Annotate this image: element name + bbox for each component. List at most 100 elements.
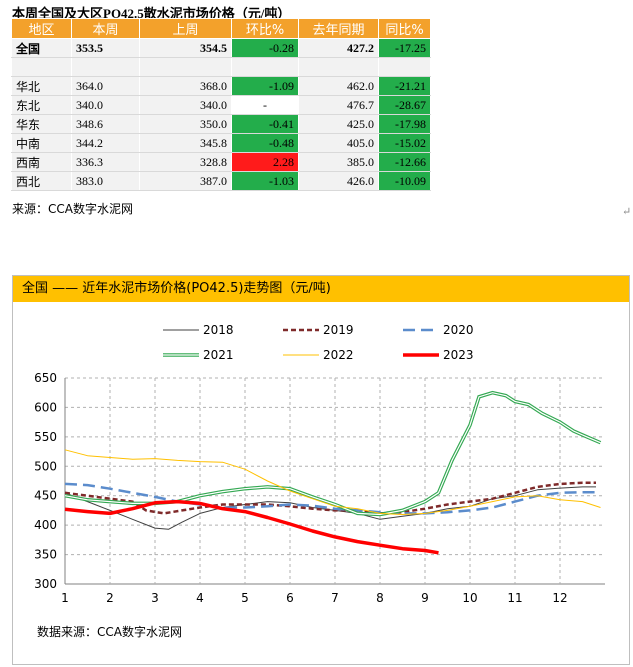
y-tick-label: 400 (34, 518, 57, 532)
cell-last-year: 385.0 (298, 152, 379, 172)
x-tick-label: 1 (61, 591, 69, 605)
table-row: 东北 340.0 340.0 - 476.7 -28.67 (11, 95, 431, 115)
cell-yoy: -10.09 (378, 171, 431, 191)
legend-label: 2019 (323, 323, 354, 337)
legend-label: 2023 (443, 348, 474, 362)
x-tick-label: 5 (241, 591, 249, 605)
price-table: 地区 本周 上周 环比% 去年同期 同比% 全国 353.5 354.5 -0.… (11, 18, 431, 191)
cell-yoy: -15.02 (378, 133, 431, 153)
series-line-2020 (64, 482, 596, 515)
col-header-last-year: 去年同期 (298, 18, 379, 39)
cell-last-year: 427.2 (298, 38, 379, 58)
cell-yoy: -17.98 (378, 114, 431, 134)
cell-this-week: 364.0 (71, 76, 140, 96)
cell-region: 中南 (11, 133, 72, 153)
cell-yoy: -28.67 (378, 95, 431, 115)
col-header-last-week: 上周 (139, 18, 232, 39)
cell-last-year: 462.0 (298, 76, 379, 96)
table-row-national: 全国 353.5 354.5 -0.28 427.2 -17.25 (11, 38, 431, 58)
cell-wow: - (231, 95, 299, 115)
col-header-yoy: 同比% (378, 18, 431, 39)
cell-last-week: 368.0 (139, 76, 232, 96)
x-tick-label: 3 (151, 591, 159, 605)
cell-region: 西北 (11, 171, 72, 191)
cell-last-week: 354.5 (139, 38, 232, 58)
x-tick-label: 7 (331, 591, 339, 605)
cell-wow: -1.03 (231, 171, 299, 191)
cell-yoy: -17.25 (378, 38, 431, 58)
cell-last-week: 387.0 (139, 171, 232, 191)
y-tick-label: 300 (34, 577, 57, 591)
cell-this-week: 353.5 (71, 38, 140, 58)
y-tick-label: 450 (34, 489, 57, 503)
series-line-2019 (64, 481, 596, 515)
y-tick-label: 650 (34, 371, 57, 385)
x-tick-label: 10 (462, 591, 477, 605)
y-tick-label: 550 (34, 430, 57, 444)
y-tick-label: 350 (34, 548, 57, 562)
col-header-region: 地区 (11, 18, 72, 39)
legend-label: 2022 (323, 348, 354, 362)
cell-region: 华东 (11, 114, 72, 134)
table-source: 来源：CCA数字水泥网 (12, 202, 133, 216)
table-row: 西北 383.0 387.0 -1.03 426.0 -10.09 (11, 171, 431, 191)
y-tick-label: 600 (34, 400, 57, 414)
cell-region: 东北 (11, 95, 72, 115)
table-row: 中南 344.2 345.8 -0.48 405.0 -15.02 (11, 133, 431, 153)
cell-this-week: 344.2 (71, 133, 140, 153)
y-tick-label: 500 (34, 459, 57, 473)
x-tick-label: 4 (196, 591, 204, 605)
cell-region: 西南 (11, 152, 72, 172)
cell-last-year: 425.0 (298, 114, 379, 134)
x-tick-label: 8 (376, 591, 384, 605)
col-header-wow: 环比% (231, 18, 299, 39)
table-row: 华东 348.6 350.0 -0.41 425.0 -17.98 (11, 114, 431, 134)
cell-last-week: 350.0 (139, 114, 232, 134)
chart-title-bar: 全国 —— 近年水泥市场价格(PO42.5)走势图（元/吨) (13, 276, 629, 302)
cell-region: 全国 (11, 38, 72, 58)
chart-source: 数据来源：CCA数字水泥网 (37, 625, 182, 639)
x-tick-label: 2 (106, 591, 114, 605)
paragraph-mark-icon: ↵ (622, 206, 632, 218)
legend-label: 2021 (203, 348, 234, 362)
cell-last-year: 405.0 (298, 133, 379, 153)
cell-yoy: -21.21 (378, 76, 431, 96)
cell-blank (139, 57, 232, 77)
cell-this-week: 340.0 (71, 95, 140, 115)
series-line-2022 (64, 449, 601, 515)
series-line-2023 (64, 499, 439, 555)
cell-last-week: 328.8 (139, 152, 232, 172)
cell-wow: -0.28 (231, 38, 299, 58)
cell-last-week: 345.8 (139, 133, 232, 153)
cell-region: 华北 (11, 76, 72, 96)
col-header-this-week: 本周 (71, 18, 140, 39)
chart-panel: 全国 —— 近年水泥市场价格(PO42.5)走势图（元/吨) 300 350 400… (12, 275, 630, 665)
cell-this-week: 383.0 (71, 171, 140, 191)
cell-wow: -1.09 (231, 76, 299, 96)
cell-blank (71, 57, 140, 77)
cell-blank (378, 57, 431, 77)
cell-wow: 2.28 (231, 152, 299, 172)
cell-blank (231, 57, 299, 77)
x-tick-label: 12 (552, 591, 567, 605)
cell-this-week: 336.3 (71, 152, 140, 172)
series-line-2018 (64, 486, 596, 530)
table-row: 西南 336.3 328.8 2.28 385.0 -12.66 (11, 152, 431, 172)
cell-yoy: -12.66 (378, 152, 431, 172)
legend-label: 2020 (443, 323, 474, 337)
table-title: 本周全国及大区PO42.5散水泥市场价格（元/吨） (12, 6, 291, 21)
cell-blank (11, 57, 72, 77)
x-tick-label: 11 (507, 591, 522, 605)
cell-wow: -0.41 (231, 114, 299, 134)
cell-wow: -0.48 (231, 133, 299, 153)
legend-label: 2018 (203, 323, 234, 337)
x-tick-label: 9 (421, 591, 429, 605)
table-row-spacer (11, 57, 431, 77)
cell-last-year: 476.7 (298, 95, 379, 115)
chart-title: 全国 —— 近年水泥市场价格(PO42.5)走势图（元/吨) (22, 281, 331, 296)
x-tick-label: 6 (286, 591, 294, 605)
table-header-row: 地区 本周 上周 环比% 去年同期 同比% (11, 18, 431, 39)
cell-last-week: 340.0 (139, 95, 232, 115)
cell-blank (298, 57, 379, 77)
